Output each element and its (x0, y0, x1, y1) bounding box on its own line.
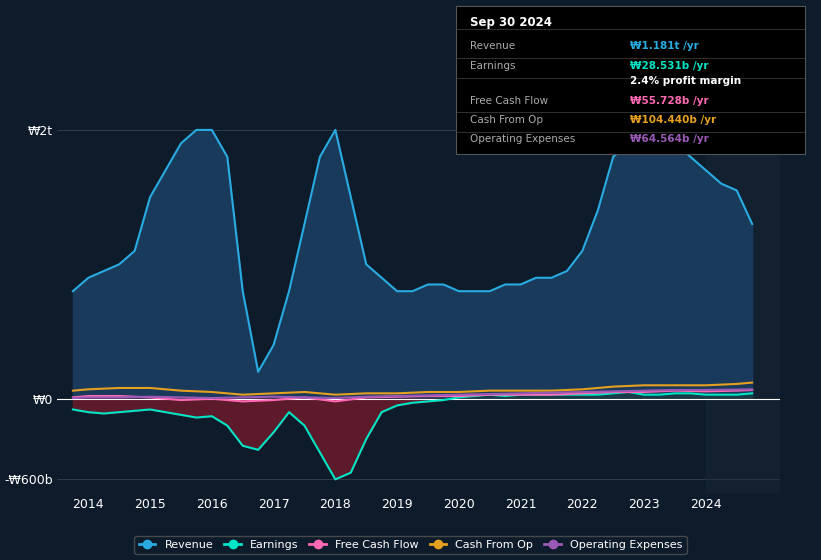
Text: Free Cash Flow: Free Cash Flow (470, 96, 548, 106)
Text: Sep 30 2024: Sep 30 2024 (470, 16, 552, 29)
Text: Earnings: Earnings (470, 62, 515, 72)
Text: ₩28.531b /yr: ₩28.531b /yr (631, 62, 709, 72)
Legend: Revenue, Earnings, Free Cash Flow, Cash From Op, Operating Expenses: Revenue, Earnings, Free Cash Flow, Cash … (135, 535, 686, 554)
Text: Revenue: Revenue (470, 41, 515, 50)
Bar (706, 90, 799, 493)
Text: Operating Expenses: Operating Expenses (470, 134, 575, 144)
Text: Cash From Op: Cash From Op (470, 115, 543, 125)
Text: 2.4% profit margin: 2.4% profit margin (631, 76, 741, 86)
Text: ₩64.564b /yr: ₩64.564b /yr (631, 134, 709, 144)
Text: ₩55.728b /yr: ₩55.728b /yr (631, 96, 709, 106)
Text: ₩1.181t /yr: ₩1.181t /yr (631, 41, 699, 50)
Text: ₩104.440b /yr: ₩104.440b /yr (631, 115, 716, 125)
